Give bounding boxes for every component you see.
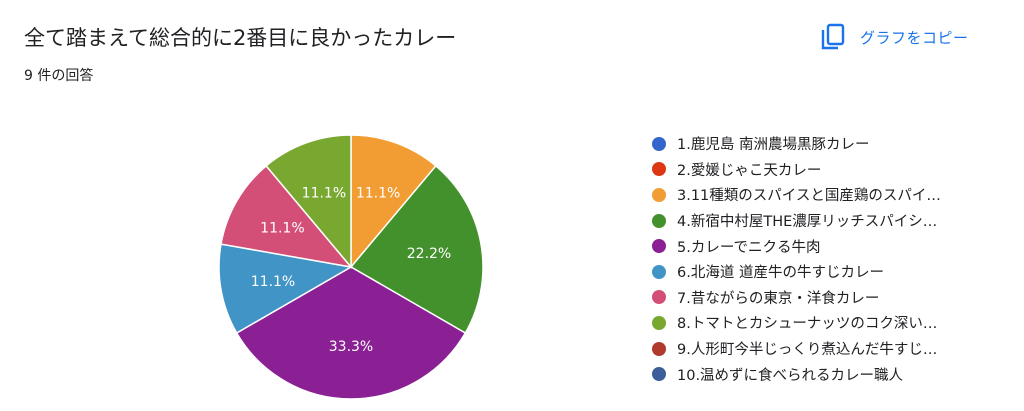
legend-item-7[interactable]: 7.昔ながらの東京・洋食カレー [652,285,1012,311]
legend-swatch [652,136,666,151]
legend-label: 7.昔ながらの東京・洋食カレー [677,290,880,307]
pie-slice-8[interactable] [265,134,352,270]
legend-item-3[interactable]: 3.11種類のスパイスと国産鶏のスパイ… [652,182,1012,208]
legend-item-2[interactable]: 2.愛媛じゃこ天カレー [652,157,1012,183]
copy-icon [820,23,846,51]
legend-swatch [652,162,666,177]
pie-slice-label-7: 11.1% [260,220,304,236]
legend-item-1[interactable]: 1.鹿児島 南洲農場黒豚カレー [652,131,1012,157]
response-count: 9 件の回答 [24,68,94,84]
legend-label: 2.愛媛じゃこ天カレー [677,162,822,179]
pie-slice-label-6: 11.1% [251,274,295,290]
legend-label: 3.11種類のスパイスと国産鶏のスパイ… [677,188,941,205]
legend-label: 4.新宿中村屋THE濃厚リッチスパイシ… [677,214,938,231]
legend-item-6[interactable]: 6.北海道 道産牛の牛すじカレー [652,259,1012,285]
legend-item-9[interactable]: 9.人形町今半じっくり煮込んだ牛すじ… [652,336,1012,362]
pie-slice-3[interactable] [350,134,437,270]
legend-swatch [652,290,666,305]
pie-slice-6[interactable] [218,243,354,335]
legend-swatch [652,264,666,279]
pie-slice-label-4: 22.2% [407,246,451,262]
pie-slice-label-8: 11.1% [302,186,346,202]
pie-slice-5[interactable] [235,266,467,400]
chart-title: 全て踏まえて総合的に2番目に良かったカレー [24,26,457,50]
legend-swatch [652,187,666,202]
legend-swatch [652,341,666,356]
pie-slice-7[interactable] [220,164,353,269]
legend-swatch [652,239,666,254]
legend-swatch [652,315,666,330]
legend-label: 8.トマトとカシューナッツのコク深い… [677,316,938,333]
legend-swatch [652,367,666,382]
legend-label: 6.北海道 道産牛の牛すじカレー [677,265,884,282]
legend-label: 1.鹿児島 南洲農場黒豚カレー [677,137,870,154]
legend-label: 9.人形町今半じっくり煮込んだ牛すじ… [677,342,938,359]
legend-label: 10.温めずに食べられるカレー職人 [677,367,904,384]
pie-slice-label-3: 11.1% [356,186,400,202]
copy-chart-label: グラフをコピー [860,28,969,47]
copy-chart-button[interactable]: グラフをコピー [820,20,969,54]
pie-slice-4[interactable] [349,164,484,335]
legend-label: 5.カレーでニクる牛肉 [677,239,821,256]
legend-item-5[interactable]: 5.カレーでニクる牛肉 [652,233,1012,259]
legend-item-4[interactable]: 4.新宿中村屋THE濃厚リッチスパイシ… [652,208,1012,234]
legend-swatch [652,213,666,228]
legend-item-10[interactable]: 10.温めずに食べられるカレー職人 [652,361,1012,387]
legend-item-8[interactable]: 8.トマトとカシューナッツのコク深い… [652,310,1012,336]
chart-legend: 1.鹿児島 南洲農場黒豚カレー 2.愛媛じゃこ天カレー 3.11種類のスパイスと国産… [652,131,1012,387]
pie-slice-label-5: 33.3% [329,339,373,355]
